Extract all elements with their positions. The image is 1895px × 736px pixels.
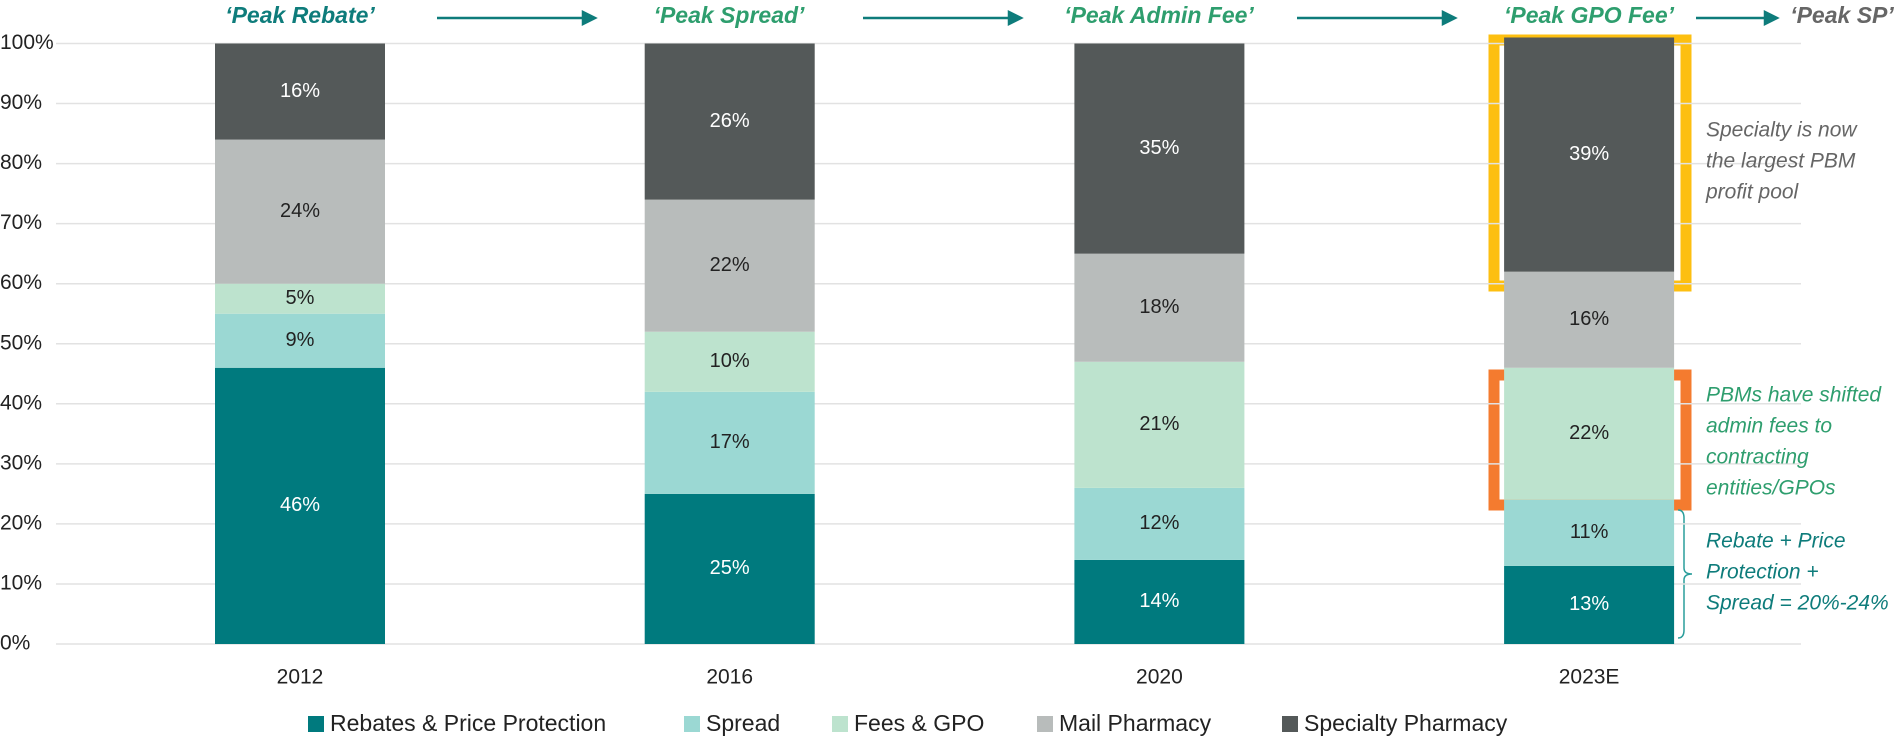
y-tick-label: 90% [0, 91, 42, 114]
value-label: 9% [286, 329, 315, 351]
bar-segment [215, 367, 385, 644]
value-label: 22% [710, 254, 750, 276]
annotation: profit pool [1705, 181, 1800, 204]
value-label: 11% [1570, 521, 1609, 543]
annotation: Protection + [1706, 561, 1819, 584]
value-label: 39% [1569, 143, 1609, 165]
annotation: Rebate + Price [1706, 530, 1846, 553]
phase-label: ‘Peak Rebate’ [225, 2, 375, 28]
legend-label: Fees & GPO [854, 710, 984, 736]
legend-swatch [308, 716, 324, 732]
x-tick-label: 2023E [1559, 666, 1620, 689]
legend-swatch [684, 716, 700, 732]
phase-label: ‘Peak Spread’ [654, 2, 805, 28]
x-tick-label: 2012 [277, 666, 324, 689]
bar-segment [1504, 565, 1675, 644]
legend-swatch [1037, 716, 1053, 732]
value-label: 25% [710, 557, 750, 579]
value-label: 24% [280, 200, 320, 222]
bar-segment [644, 391, 815, 494]
phase-label: ‘Peak Admin Fee’ [1064, 2, 1254, 28]
legend-label: Specialty Pharmacy [1304, 710, 1508, 736]
annotation: Spread = 20%-24% [1706, 592, 1889, 615]
value-label: 16% [280, 80, 320, 102]
bar-segment [1074, 487, 1245, 560]
bar-segment [1074, 361, 1245, 488]
bar-segment [1074, 559, 1245, 644]
value-label: 21% [1139, 413, 1179, 435]
value-label: 14% [1139, 590, 1179, 612]
bar-segment [215, 283, 385, 314]
x-tick-label: 2016 [706, 666, 753, 689]
annotation: Specialty is now [1706, 119, 1858, 142]
bar-segment [644, 493, 815, 644]
y-tick-label: 70% [0, 211, 42, 234]
annotation: the largest PBM [1706, 150, 1856, 173]
bar-segment [215, 313, 385, 368]
value-label: 26% [710, 110, 750, 132]
legend-label: Rebates & Price Protection [330, 710, 606, 736]
y-tick-label: 60% [0, 271, 42, 294]
phase-arrows [437, 9, 1780, 27]
value-label: 46% [280, 494, 320, 516]
value-label: 10% [710, 350, 750, 372]
value-label: 5% [286, 287, 315, 309]
value-label: 17% [710, 431, 750, 453]
value-label: 16% [1569, 308, 1609, 330]
y-tick-label: 30% [0, 451, 42, 474]
y-tick-label: 80% [0, 151, 42, 174]
phase-label: ‘Peak GPO Fee’ [1504, 2, 1675, 28]
phase-label: ‘Peak SP’ [1790, 2, 1894, 28]
bar-segment [215, 139, 385, 284]
bar-segment [1074, 253, 1245, 362]
annotation: admin fees to [1706, 415, 1832, 438]
bar-segment [1504, 499, 1675, 566]
y-tick-label: 100% [0, 31, 54, 54]
x-tick-label: 2020 [1136, 666, 1183, 689]
bar-segment [215, 43, 385, 140]
y-tick-label: 50% [0, 331, 42, 354]
annotation: contracting [1706, 446, 1809, 469]
value-label: 12% [1139, 512, 1179, 534]
value-label: 13% [1569, 593, 1609, 615]
brace [1677, 509, 1693, 639]
y-tick-label: 20% [0, 511, 42, 534]
annotation: entities/GPOs [1706, 477, 1836, 500]
bar-segment [644, 331, 815, 392]
bar-segment [1074, 43, 1245, 254]
bar-segment [644, 199, 815, 332]
bar-segment [1504, 367, 1675, 500]
bar-segment [1504, 37, 1675, 272]
bar-segment [1504, 271, 1675, 368]
value-label: 18% [1139, 296, 1179, 318]
annotation: PBMs have shifted [1706, 384, 1882, 407]
y-tick-label: 10% [0, 571, 42, 594]
y-tick-label: 40% [0, 391, 42, 414]
legend-swatch [832, 716, 848, 732]
value-label: 35% [1139, 137, 1179, 159]
y-tick-label: 0% [0, 632, 30, 655]
value-label: 22% [1569, 422, 1609, 444]
legend-label: Spread [706, 710, 780, 736]
legend-label: Mail Pharmacy [1059, 710, 1212, 736]
legend-swatch [1282, 716, 1298, 732]
bar-segment [644, 43, 815, 200]
